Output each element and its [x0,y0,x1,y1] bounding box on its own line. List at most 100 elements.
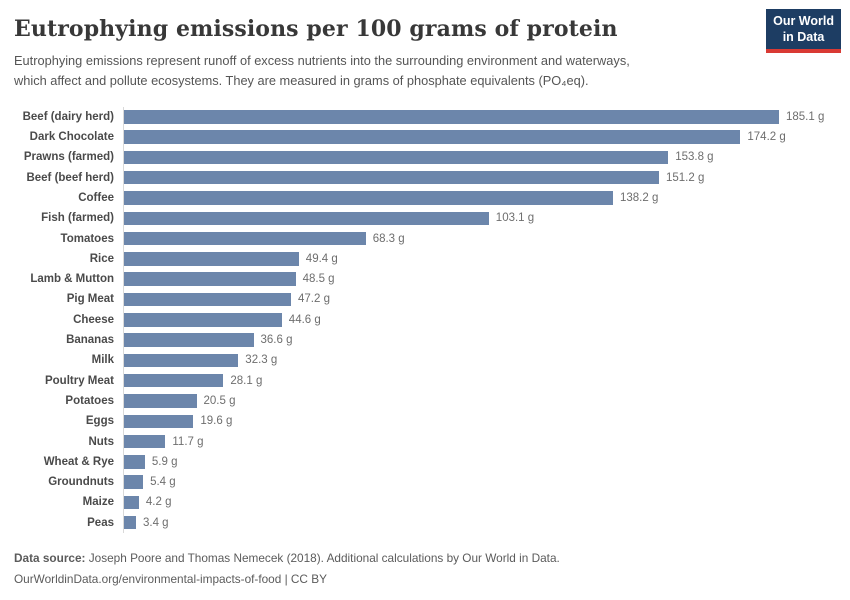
chart-bar-row: Wheat & Rye 5.9 g [14,451,840,472]
category-label: Beef (dairy herd) [22,110,114,123]
bar[interactable] [124,373,224,388]
category-label: Cheese [73,313,114,326]
chart-bar-row: Nuts 11.7 g [14,431,840,452]
value-label: 153.8 g [675,151,714,164]
chart-bar-row: Beef (dairy herd) 185.1 g [14,106,840,127]
bar[interactable] [124,515,136,530]
bar-area: 151.2 g [123,167,840,188]
bar-chart: Beef (dairy herd) 185.1 g Dark Chocolate… [14,106,840,533]
value-label: 32.3 g [245,354,278,367]
value-label: 47.2 g [298,293,330,306]
bar[interactable] [124,475,144,489]
value-label: 36.6 g [260,334,293,347]
value-label: 48.5 g [302,273,335,286]
category-label: Nuts [88,435,114,448]
bar[interactable] [124,110,779,124]
bar-area: 20.5 g [123,390,840,412]
chart-footer: Data source: Joseph Poore and Thomas Nem… [14,548,840,590]
bar[interactable] [124,333,254,347]
bar-area: 48.5 g [123,269,840,290]
bar[interactable] [124,150,669,165]
bar-area: 28.1 g [123,370,840,391]
bar-area: 19.6 g [123,411,840,432]
value-label: 174.2 g [747,131,786,144]
data-source-line: Data source: Joseph Poore and Thomas Nem… [14,548,840,569]
category-label: Groundnuts [48,476,114,489]
value-label: 49.4 g [305,252,338,265]
bar-area: 47.2 g [123,289,840,310]
bar[interactable] [124,170,659,185]
bar[interactable] [124,292,291,307]
chart-bar-row: Maize 4.2 g [14,492,840,513]
value-label: 5.4 g [150,476,176,489]
bar[interactable] [124,272,296,286]
bar-area: 36.6 g [123,329,840,351]
chart-bar-row: Prawns (farmed) 153.8 g [14,147,840,168]
category-label: Pig Meat [66,293,114,306]
value-label: 44.6 g [288,313,321,326]
chart-bar-row: Eggs 19.6 g [14,411,840,432]
value-label: 3.4 g [143,516,169,529]
chart-subtitle: Eutrophying emissions represent runoff o… [14,51,759,91]
bar[interactable] [124,191,613,205]
bar[interactable] [124,313,282,327]
bar-area: 5.9 g [123,451,840,472]
bar-area: 185.1 g [123,106,840,127]
bar[interactable] [124,353,239,368]
bar-area: 103.1 g [123,208,840,229]
category-label: Milk [91,354,114,367]
chart-bar-row: Cheese 44.6 g [14,309,840,330]
bar[interactable] [124,394,197,408]
chart-bar-row: Poultry Meat 28.1 g [14,370,840,391]
value-label: 20.5 g [203,394,236,407]
bar-area: 138.2 g [123,187,840,209]
owid-logo[interactable]: Our World in Data [766,9,841,54]
chart-bar-row: Fish (farmed) 103.1 g [14,208,840,229]
bar[interactable] [124,455,145,469]
value-label: 4.2 g [145,496,172,509]
chart-bar-row: Beef (beef herd) 151.2 g [14,167,840,188]
chart-bar-row: Groundnuts 5.4 g [14,472,840,493]
chart-bar-row: Coffee 138.2 g [14,187,840,209]
category-label: Beef (beef herd) [26,171,114,184]
bar[interactable] [124,130,741,144]
category-label: Maize [82,496,114,509]
value-label: 5.9 g [151,455,178,468]
value-label: 151.2 g [666,171,705,184]
chart-rows: Beef (dairy herd) 185.1 g Dark Chocolate… [14,106,840,533]
bar-area: 153.8 g [123,147,840,168]
bar[interactable] [124,434,166,449]
category-label: Peas [87,516,114,529]
chart-subtitle-line1: Eutrophying emissions represent runoff o… [14,53,630,68]
value-label: 103.1 g [495,212,535,225]
category-label: Wheat & Rye [43,455,114,468]
category-label: Bananas [66,334,114,347]
category-label: Dark Chocolate [29,131,114,144]
chart-bar-row: Bananas 36.6 g [14,329,840,351]
bar-area: 3.4 g [123,512,840,533]
bar[interactable] [124,252,299,266]
license-line[interactable]: OurWorldinData.org/environmental-impacts… [14,572,327,587]
bar[interactable] [124,231,366,246]
chart-bar-row: Peas 3.4 g [14,512,840,533]
bar-area: 68.3 g [123,228,840,249]
value-label: 68.3 g [372,232,405,245]
category-label: Rice [89,252,114,265]
category-label: Fish (farmed) [41,212,114,225]
owid-logo-line1: Our World [773,14,834,28]
category-label: Lamb & Mutton [30,273,114,286]
chart-bar-row: Rice 49.4 g [14,248,840,270]
data-source-text: Joseph Poore and Thomas Nemecek (2018). … [85,550,560,565]
bar-area: 5.4 g [123,472,840,493]
bar[interactable] [124,495,139,510]
bar[interactable] [124,414,194,428]
chart-bar-row: Pig Meat 47.2 g [14,289,840,310]
value-label: 11.7 g [172,435,204,448]
bar-area: 4.2 g [123,492,840,513]
chart-bar-row: Tomatoes 68.3 g [14,228,840,249]
category-label: Tomatoes [60,232,114,245]
bar-area: 49.4 g [123,248,840,270]
bar[interactable] [124,211,489,226]
chart-bar-row: Potatoes 20.5 g [14,390,840,412]
bar-area: 174.2 g [123,126,840,148]
